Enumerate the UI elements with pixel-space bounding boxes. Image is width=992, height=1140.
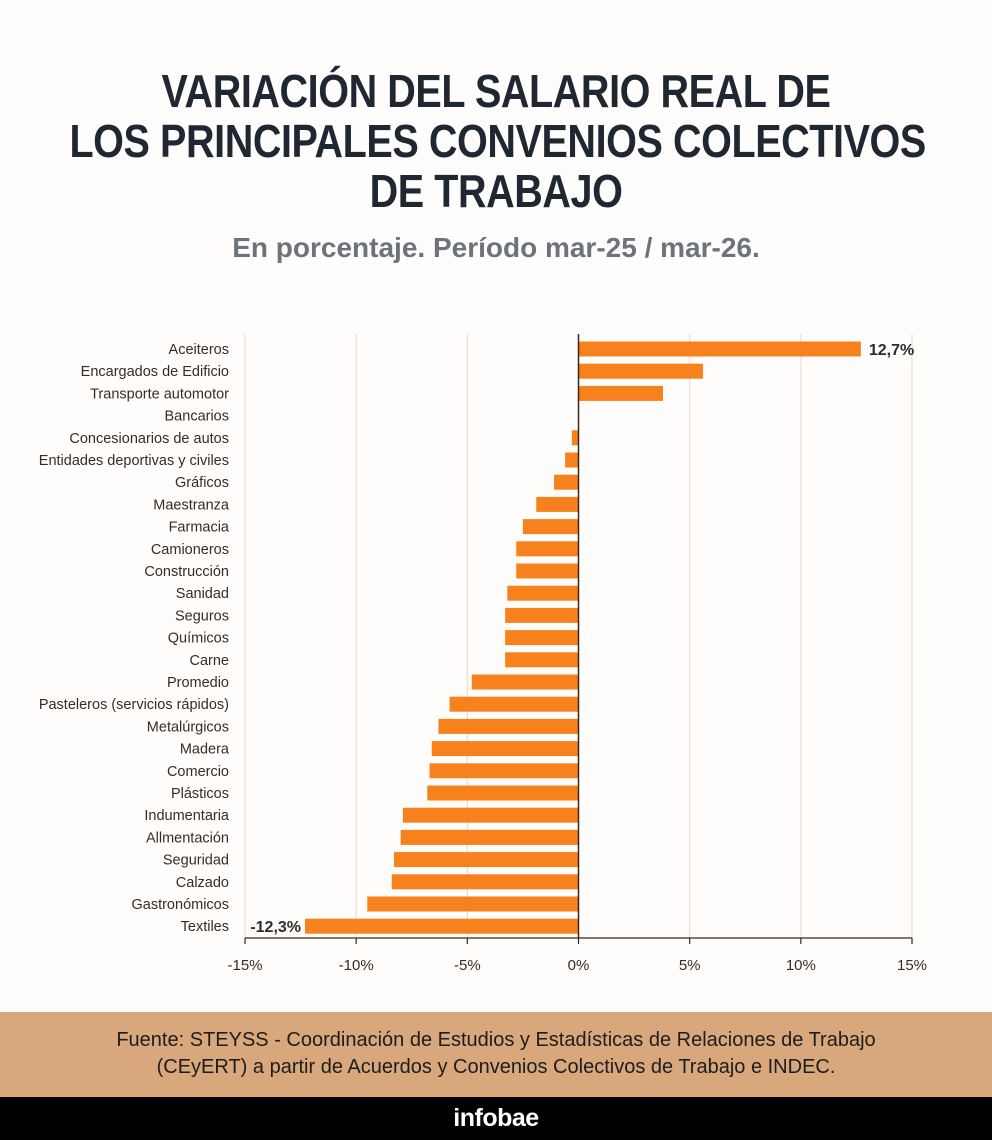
x-tick-label: 15% xyxy=(897,957,927,974)
category-label: Madera xyxy=(180,742,230,758)
source-note: Fuente: STEYSS - Coordinación de Estudio… xyxy=(0,1012,992,1097)
category-label: Químicos xyxy=(168,631,229,647)
category-label: Indumentaria xyxy=(144,808,230,824)
category-label: Concesionarios de autos xyxy=(69,431,229,447)
category-label: Sanidad xyxy=(176,586,229,602)
bar xyxy=(516,563,579,579)
category-label: Seguridad xyxy=(163,853,229,869)
bar xyxy=(578,363,704,379)
category-label: Pasteleros (servicios rápidos) xyxy=(39,697,229,713)
category-label: Metalúrgicos xyxy=(147,719,229,735)
source-line: Fuente: STEYSS - Coordinación de Estudio… xyxy=(116,1029,876,1051)
title-line: VARIACIÓN DEL SALARIO REAL DE xyxy=(161,65,831,117)
category-label: Gastronómicos xyxy=(131,897,229,913)
category-label: Bancarios xyxy=(165,409,229,425)
bar xyxy=(431,741,579,757)
category-label: Farmacia xyxy=(169,520,230,536)
category-label: Maestranza xyxy=(153,497,230,513)
bar xyxy=(429,763,579,779)
category-label: Seguros xyxy=(175,608,229,624)
bar xyxy=(400,829,579,845)
chart-title: VARIACIÓN DEL SALARIO REAL DE LOS PRINCI… xyxy=(69,65,926,217)
category-label: Camioneros xyxy=(151,542,229,558)
bar xyxy=(505,607,579,623)
bar xyxy=(471,674,579,690)
bar xyxy=(367,896,579,912)
category-label: Calzado xyxy=(176,875,229,891)
bar xyxy=(578,341,861,357)
x-tick-label: 0% xyxy=(568,957,590,974)
bar xyxy=(516,541,579,557)
bar xyxy=(449,696,579,712)
chart-subtitle: En porcentaje. Período mar-25 / mar-26. xyxy=(232,232,760,263)
x-tick-label: -10% xyxy=(339,957,374,974)
category-label: Carne xyxy=(190,653,230,669)
bar-chart: Aceiteros 12,7% Encargados de Edificio Tran… xyxy=(39,334,927,974)
category-label: Transporte automotor xyxy=(90,386,229,402)
x-tick-label: 10% xyxy=(786,957,816,974)
bar xyxy=(505,652,579,668)
category-label: Promedio xyxy=(167,675,229,691)
category-label: Comercio xyxy=(167,764,229,780)
bar xyxy=(536,496,579,512)
title-line: DE TRABAJO xyxy=(369,165,623,217)
bar xyxy=(393,852,579,868)
bar xyxy=(554,474,579,490)
bar xyxy=(578,385,663,401)
bar xyxy=(402,807,579,823)
x-tick-label: -15% xyxy=(227,957,262,974)
bar xyxy=(522,519,579,535)
brand-logo: infobae xyxy=(0,1097,992,1140)
x-tick-label: -5% xyxy=(454,957,481,974)
bar xyxy=(507,585,579,601)
category-label: Construcción xyxy=(144,564,229,580)
data-label: 12,7% xyxy=(869,342,914,359)
category-label: Textiles xyxy=(181,919,229,935)
source-line: (CEyERT) a partir de Acuerdos y Convenio… xyxy=(156,1056,836,1078)
bar xyxy=(571,430,579,446)
bar xyxy=(565,452,579,468)
x-tick-label: 5% xyxy=(679,957,701,974)
title-line: LOS PRINCIPALES CONVENIOS COLECTIVOS xyxy=(69,115,926,167)
category-label: Plásticos xyxy=(171,786,229,802)
bar xyxy=(305,918,579,934)
category-label: Entidades deportivas y civiles xyxy=(39,453,229,469)
category-label: Allmentación xyxy=(146,830,229,846)
category-label: Gráficos xyxy=(175,475,229,491)
bar xyxy=(505,630,579,646)
bar xyxy=(427,785,579,801)
category-label: Aceiteros xyxy=(169,342,229,358)
category-label: Encargados de Edificio xyxy=(81,364,229,380)
data-label: -12,3% xyxy=(250,919,301,936)
bar xyxy=(391,874,579,890)
bar xyxy=(438,718,579,734)
